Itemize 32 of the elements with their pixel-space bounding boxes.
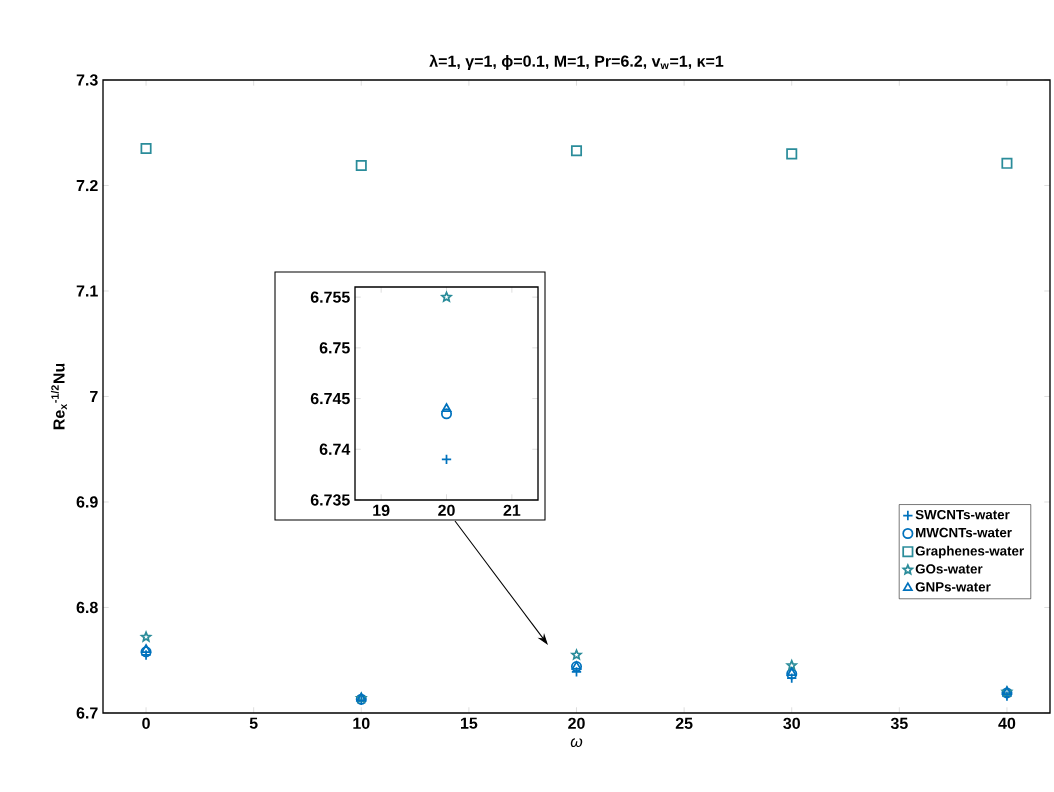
y-tick-label: 6.735 bbox=[310, 494, 350, 506]
x-tick-label: 20 bbox=[568, 717, 585, 730]
legend-label: Graphenes-water bbox=[915, 545, 1024, 559]
x-tick-label: 20 bbox=[438, 504, 455, 517]
y-tick-label: 6.75 bbox=[319, 342, 350, 354]
y-tick-label: 6.8 bbox=[76, 601, 98, 614]
x-axis-title: ω bbox=[570, 738, 583, 747]
x-tick-label: 40 bbox=[998, 717, 1016, 730]
y-tick-label: 7 bbox=[90, 390, 98, 402]
x-tick-label: 25 bbox=[675, 717, 693, 730]
x-tick-label: 21 bbox=[503, 504, 521, 516]
x-tick-label: 0 bbox=[142, 717, 150, 730]
y-tick-label: 6.74 bbox=[319, 443, 351, 455]
legend-label: GNPs-water bbox=[915, 582, 991, 592]
x-tick-label: 15 bbox=[460, 717, 478, 729]
y-tick-label: 7.3 bbox=[76, 74, 98, 86]
legend-label: MWCNTs-water bbox=[916, 527, 1012, 538]
x-tick-label: 19 bbox=[373, 504, 390, 517]
x-tick-label: 10 bbox=[353, 717, 370, 730]
y-tick-label: 6.745 bbox=[310, 392, 350, 405]
y-tick-label: 7.1 bbox=[76, 285, 98, 297]
y-tick-label: 6.7 bbox=[76, 707, 98, 719]
y-tick-label: 6.755 bbox=[310, 291, 350, 303]
x-tick-label: 35 bbox=[890, 717, 908, 730]
y-tick-label: 6.9 bbox=[76, 496, 98, 508]
y-axis-title: Re$_{x}$$^{-1/2}$Nu bbox=[50, 363, 67, 430]
chart-title: λ=1, γ=1, ϕ=0.1, M=1, Pr=6.2, v$_{w}$=1, κ=1 bbox=[429, 54, 724, 70]
x-tick-label: 30 bbox=[783, 717, 800, 730]
legend-label: GOs-water bbox=[915, 564, 983, 574]
x-tick-label: 5 bbox=[249, 717, 258, 729]
legend-label: SWCNTs-water bbox=[915, 509, 1010, 520]
y-tick-label: 7.2 bbox=[76, 179, 98, 192]
